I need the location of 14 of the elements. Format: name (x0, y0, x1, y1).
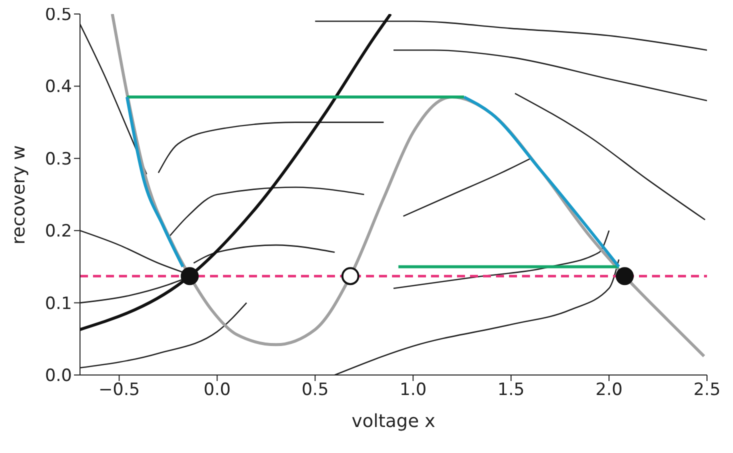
x-tick-label: −0.5 (98, 380, 140, 400)
x-tick-label: 1.5 (498, 380, 525, 400)
y-tick-label: 0.0 (44, 366, 72, 386)
x-tick-label: 2.0 (596, 380, 623, 400)
y-tick-label: 0.4 (44, 77, 72, 98)
y-tick-label: 0.3 (44, 149, 72, 170)
x-axis-title: voltage x (352, 411, 436, 432)
x-tick-label: 1.0 (400, 380, 427, 400)
y-tick-label: 0.1 (44, 294, 72, 314)
y-tick-label: 0.2 (44, 222, 72, 242)
x-tick-label: 0.0 (204, 380, 231, 400)
y-axis-title: recovery w (8, 145, 30, 244)
x-tick-label: 2.5 (693, 380, 721, 400)
x-tick-label: 0.5 (302, 380, 329, 400)
